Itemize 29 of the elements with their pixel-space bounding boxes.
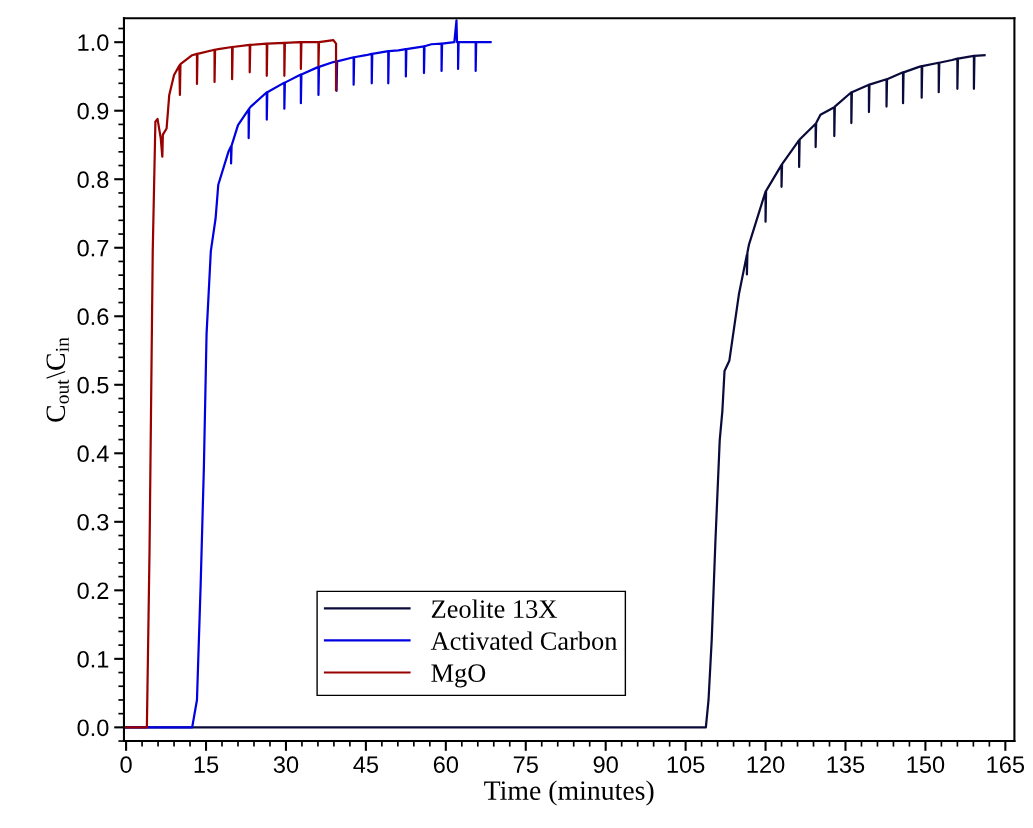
x-tick-label: 135 — [827, 756, 865, 773]
y-tick-label: 0.9 — [77, 102, 109, 120]
y-tick-label: 0.6 — [77, 308, 109, 326]
x-tick-label: 120 — [747, 756, 785, 773]
legend-label: Zeolite 13X — [431, 599, 557, 618]
x-tick-label: 60 — [433, 756, 459, 773]
x-tick-label: 75 — [513, 756, 538, 773]
y-tick-label: 0.0 — [77, 719, 109, 737]
y-tick-label: 1.0 — [78, 34, 109, 51]
legend-label: Activated Carbon — [430, 631, 618, 650]
x-tick-label: 0 — [120, 756, 132, 773]
x-tick-label: 90 — [593, 756, 618, 773]
x-tick-label: 15 — [194, 756, 219, 773]
x-tick-label: 30 — [273, 756, 299, 773]
x-tick-label: 165 — [987, 756, 1025, 773]
y-tick-label: 0.5 — [77, 376, 109, 394]
y-tick-label: 0.4 — [77, 445, 109, 463]
y-tick-label: 0.2 — [77, 582, 109, 600]
x-tick-label: 45 — [353, 756, 379, 773]
y-axis-title: C$_{out}$\C$_{in}$ — [46, 337, 69, 422]
y-tick-label: 0.8 — [77, 171, 109, 189]
x-axis-title: Time (minutes) — [484, 780, 654, 806]
y-tick-label: 0.3 — [77, 513, 109, 531]
x-tick-label: 105 — [667, 756, 705, 773]
line-series — [124, 39, 338, 729]
x-tick-label: 150 — [907, 756, 945, 773]
y-tick-label: 0.7 — [77, 239, 109, 257]
legend-label: MgO — [431, 664, 486, 688]
y-tick-label: 0.1 — [77, 650, 109, 668]
